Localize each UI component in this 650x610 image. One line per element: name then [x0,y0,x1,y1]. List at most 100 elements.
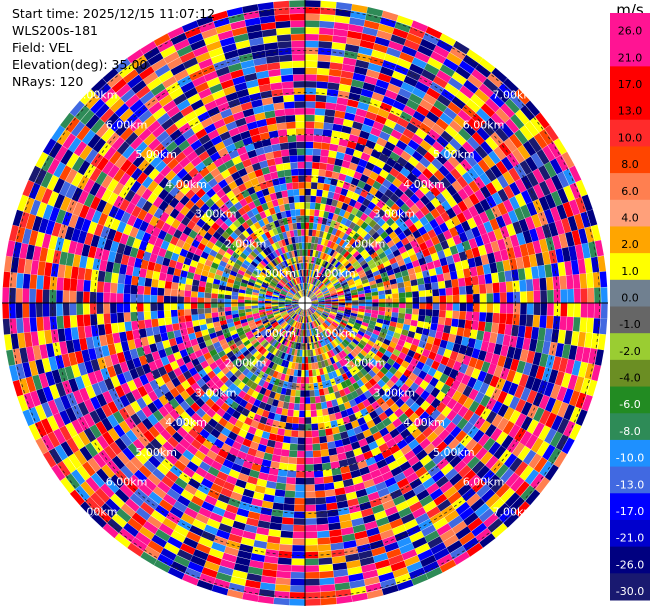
velocity-gate [62,290,70,303]
velocity-gate [438,280,446,289]
velocity-gate [302,323,304,330]
velocity-gate [539,315,547,329]
velocity-gate [354,396,363,405]
velocity-gate [433,169,445,182]
velocity-gate [197,291,205,298]
velocity-gate [404,242,413,251]
velocity-gate [434,380,445,391]
velocity-gate [381,584,399,596]
velocity-gate [242,393,252,402]
velocity-gate [338,138,349,147]
velocity-gate [360,384,369,393]
velocity-gate [392,418,403,428]
velocity-gate [400,150,412,162]
velocity-gate [228,497,241,508]
velocity-gate [50,329,59,343]
velocity-gate [305,242,309,250]
velocity-gate [584,363,595,380]
velocity-gate [305,289,307,297]
velocity-gate [314,312,320,317]
velocity-gate [347,566,363,576]
velocity-gate [440,240,450,250]
velocity-gate [171,282,179,290]
velocity-gate [352,365,360,374]
velocity-gate [393,472,406,483]
velocity-gate [443,486,458,499]
velocity-gate [547,447,562,464]
velocity-gate [355,165,365,174]
velocity-gate [352,524,366,534]
velocity-gate [344,485,356,494]
velocity-gate [44,329,53,344]
velocity-gate [289,327,294,334]
velocity-gate [457,200,468,212]
velocity-gate [306,309,309,316]
velocity-gate [475,63,492,78]
velocity-gate [424,283,432,291]
velocity-gate [321,346,327,353]
velocity-gate [526,303,534,315]
velocity-gate [313,335,318,342]
velocity-gate [484,322,493,333]
velocity-gate [162,493,177,506]
velocity-gate [241,423,251,432]
velocity-gate [2,303,10,319]
velocity-gate [351,405,360,414]
velocity-gate [366,419,376,429]
velocity-gate [355,253,363,261]
velocity-gate [378,346,387,355]
velocity-gate [527,404,539,419]
velocity-gate [170,309,178,317]
velocity-gate [531,266,539,279]
velocity-gate [320,590,336,599]
velocity-gate [314,288,319,294]
velocity-gate [332,243,339,251]
velocity-gate [483,373,494,385]
velocity-gate [261,575,277,584]
velocity-gate [264,359,272,367]
velocity-gate [505,118,520,134]
velocity-gate [360,324,368,331]
velocity-gate [374,274,382,281]
velocity-gate [186,531,201,543]
velocity-gate [502,334,511,347]
velocity-gate [462,171,474,185]
velocity-gate [269,376,276,385]
velocity-gate [569,199,580,216]
velocity-gate [158,317,166,327]
velocity-gate [379,17,397,28]
velocity-gate [432,453,445,465]
velocity-gate [386,379,395,389]
velocity-gate [297,437,305,445]
velocity-gate [351,592,368,602]
velocity-gate [407,248,416,257]
velocity-gate [360,408,369,417]
velocity-gate [355,488,368,498]
velocity-gate [305,518,317,525]
velocity-gate [338,367,346,375]
velocity-gate [211,293,218,299]
velocity-gate [36,289,43,303]
velocity-gate [264,487,276,496]
velocity-gate [381,383,391,393]
velocity-gate [224,421,235,431]
velocity-gate [316,355,321,362]
velocity-gate [414,376,424,386]
velocity-gate [504,324,513,336]
velocity-gate [64,265,73,279]
velocity-gate [295,477,305,485]
velocity-gate [298,308,302,315]
velocity-gate [455,90,470,104]
velocity-gate [394,370,403,379]
velocity-gate [562,388,574,404]
velocity-gate [281,524,294,532]
velocity-gate [411,338,420,347]
velocity-gate [376,370,385,379]
velocity-gate [350,258,357,265]
velocity-gate [346,334,354,341]
velocity-gate [372,383,382,392]
velocity-gate [343,328,350,335]
velocity-gate [277,557,292,565]
velocity-gate [466,99,481,113]
velocity-gate [344,326,352,333]
